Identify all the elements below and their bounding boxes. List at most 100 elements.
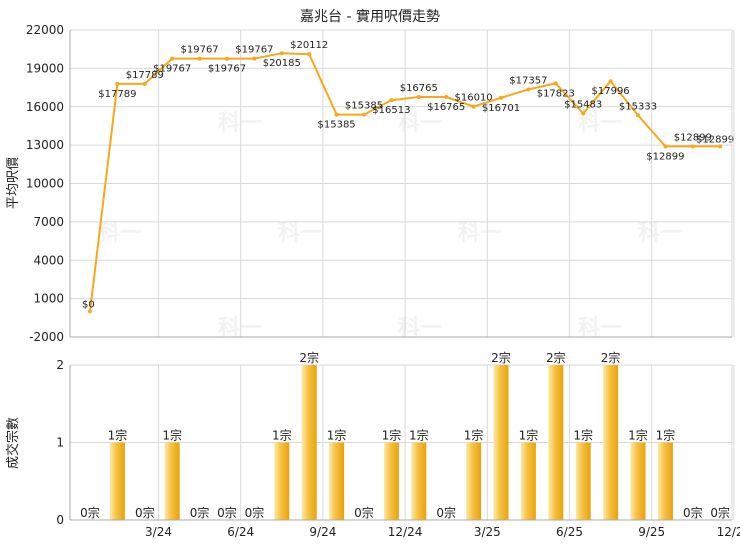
price-point — [225, 56, 229, 61]
transaction-data-label: 2宗 — [299, 350, 319, 365]
transaction-bar — [657, 442, 673, 520]
watermark-text: 科一 — [98, 221, 142, 246]
transaction-data-label: 0宗 — [217, 505, 237, 520]
transaction-bar — [548, 365, 564, 520]
transaction-data-label: 1宗 — [162, 428, 182, 443]
price-point — [416, 94, 421, 99]
price-point — [499, 95, 503, 100]
price-data-label: $16765 — [427, 102, 465, 113]
transaction-data-label: 2宗 — [601, 350, 621, 365]
price-data-label: $0 — [82, 299, 95, 310]
price-data-label: $15333 — [619, 101, 657, 112]
transaction-data-label: 0宗 — [80, 505, 100, 520]
transaction-data-label: 0宗 — [135, 505, 155, 520]
price-data-label: $12899 — [674, 132, 712, 143]
price-data-label: $16765 — [400, 83, 438, 94]
transaction-bar — [274, 442, 290, 520]
transaction-data-label: 0宗 — [354, 505, 374, 520]
price-point — [170, 56, 175, 61]
x-tick-label: 3/25 — [474, 525, 501, 539]
price-data-label: $15483 — [564, 99, 602, 110]
price-point — [471, 104, 476, 109]
line-y-tick-label: 10000 — [26, 177, 64, 191]
transaction-bar — [603, 365, 619, 520]
price-data-label: $16513 — [372, 105, 410, 116]
transaction-bar — [493, 365, 509, 520]
bar-y-tick-label: 0 — [56, 513, 64, 527]
line-y-tick-label: 16000 — [26, 100, 64, 114]
x-tick-label: 9/25 — [638, 525, 665, 539]
price-point — [197, 56, 202, 61]
watermark-text: 科一 — [638, 221, 682, 246]
line-y-tick-label: 13000 — [26, 138, 64, 152]
transaction-bar — [109, 442, 125, 520]
x-tick-label: 12/24 — [388, 525, 423, 539]
line-y-tick-label: -2000 — [29, 330, 64, 344]
price-data-label: $20112 — [290, 40, 328, 51]
chart-title: 嘉兆台 - 實用呎價走勢 — [300, 8, 440, 25]
transaction-data-label: 1宗 — [108, 428, 128, 443]
x-tick-label: 3/24 — [145, 525, 172, 539]
transaction-data-label: 0宗 — [683, 505, 703, 520]
transaction-data-label: 1宗 — [656, 428, 676, 443]
line-y-tick-label: 22000 — [26, 23, 64, 37]
transaction-data-label: 1宗 — [382, 428, 402, 443]
axis-layer: -2000 1000 4000 7000 10000 13000 16000 19000 220… — [26, 23, 740, 539]
transaction-bar — [383, 442, 399, 520]
price-data-label: $15385 — [318, 120, 356, 131]
line-y-tick-label: 7000 — [33, 215, 64, 229]
price-point — [608, 79, 613, 84]
price-point — [636, 113, 640, 118]
transaction-data-label: 2宗 — [491, 350, 511, 365]
transaction-bar — [301, 365, 317, 520]
bar-y-tick-label: 1 — [56, 436, 64, 450]
price-data-label: $17357 — [509, 75, 547, 86]
price-data-label: $12899 — [646, 151, 684, 162]
transaction-bar — [630, 442, 646, 520]
line-chart: $0$17789$17789$19767$19767$19767$19767$2… — [82, 40, 734, 314]
transaction-bar — [329, 442, 345, 520]
price-data-label: $15385 — [345, 101, 383, 112]
price-data-label: $17823 — [537, 88, 575, 99]
line-y-tick-label: 19000 — [26, 61, 64, 75]
transaction-data-label: 1宗 — [272, 428, 292, 443]
transaction-data-label: 2宗 — [546, 350, 566, 365]
price-point — [362, 112, 366, 117]
transaction-data-label: 1宗 — [519, 428, 539, 443]
x-tick-label: 9/24 — [309, 525, 336, 539]
transaction-data-label: 0宗 — [436, 505, 456, 520]
price-data-label: $19767 — [208, 64, 246, 75]
price-data-label: $12899 — [696, 134, 734, 145]
price-point — [581, 111, 586, 116]
transaction-data-label: 1宗 — [409, 428, 429, 443]
price-point — [690, 144, 695, 149]
price-point — [444, 94, 449, 99]
line-y-tick-label: 1000 — [33, 292, 64, 306]
price-data-label: $20185 — [263, 58, 301, 69]
watermark-text: 科一 — [278, 221, 322, 246]
transaction-data-label: 0宗 — [190, 505, 210, 520]
bar-y-axis-title: 成交宗數 — [5, 417, 21, 469]
price-line — [89, 52, 721, 312]
price-point — [252, 56, 257, 61]
transaction-bar — [411, 442, 427, 520]
price-point — [389, 98, 394, 103]
price-point — [115, 81, 120, 86]
transaction-data-label: 0宗 — [245, 505, 265, 520]
price-data-label: $19767 — [181, 45, 219, 56]
watermark-text: 科一 — [218, 111, 262, 136]
price-point — [718, 144, 723, 149]
price-data-label: $19767 — [153, 64, 191, 75]
transaction-data-label: 1宗 — [464, 428, 484, 443]
transaction-bar — [575, 442, 591, 520]
price-point — [553, 81, 558, 86]
x-tick-label: 6/25 — [556, 525, 583, 539]
price-point — [663, 144, 668, 149]
price-data-label: $19767 — [235, 45, 273, 56]
transaction-bar — [466, 442, 482, 520]
line-y-axis-title: 平均呎價 — [6, 157, 21, 209]
price-data-label: $17789 — [126, 70, 164, 81]
transaction-data-label: 0宗 — [710, 505, 730, 520]
price-point — [88, 309, 92, 314]
